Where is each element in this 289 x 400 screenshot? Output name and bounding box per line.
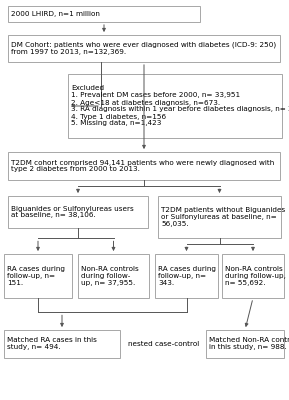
Bar [8,152,280,180]
Bar [68,74,282,138]
Bar [4,254,72,298]
Text: Excluded
1. Prevalent DM cases before 2000, n= 33,951
2. Age<18 at diabetes diag: Excluded 1. Prevalent DM cases before 20… [71,86,289,126]
Bar [8,35,280,62]
Bar [222,254,284,298]
Text: Non-RA controls
during follow-up,
n= 55,692.: Non-RA controls during follow-up, n= 55,… [225,266,286,286]
Text: T2DM patients without Biguanides
or Sulfonylureas at baseline, n=
56,035.: T2DM patients without Biguanides or Sulf… [161,207,285,227]
Text: Biguanides or Sulfonylureas users
at baseline, n= 38,106.: Biguanides or Sulfonylureas users at bas… [11,206,134,218]
Text: RA cases during
follow-up, n=
151.: RA cases during follow-up, n= 151. [7,266,65,286]
Bar [206,330,284,358]
Text: DM Cohort: patients who were ever diagnosed with diabetes (ICD-9: 250)
from 1997: DM Cohort: patients who were ever diagno… [11,42,276,55]
Bar [155,254,218,298]
Text: RA cases during
follow-up, n=
343.: RA cases during follow-up, n= 343. [158,266,216,286]
Text: T2DM cohort comprised 94,141 patients who were newly diagnosed with
type 2 diabe: T2DM cohort comprised 94,141 patients wh… [11,160,274,172]
Text: 2000 LHIRD, n=1 million: 2000 LHIRD, n=1 million [11,11,100,17]
Text: Matched RA cases in this
study, n= 494.: Matched RA cases in this study, n= 494. [7,338,97,350]
Text: nested case-control: nested case-control [128,341,200,347]
Text: Non-RA controls
during follow-
up, n= 37,955.: Non-RA controls during follow- up, n= 37… [81,266,139,286]
Bar [4,330,120,358]
Text: Matched Non-RA controls
in this study, n= 988.: Matched Non-RA controls in this study, n… [209,338,289,350]
Bar [158,196,281,238]
Bar [8,196,148,228]
Bar [8,6,200,22]
Bar [78,254,149,298]
